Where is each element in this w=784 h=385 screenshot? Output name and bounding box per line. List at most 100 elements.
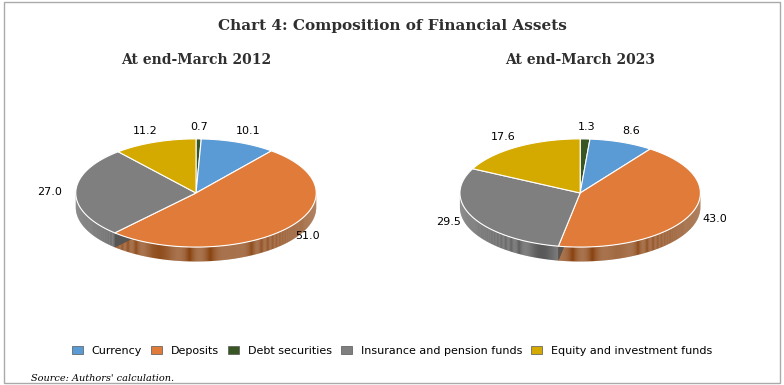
Polygon shape xyxy=(513,238,514,253)
Polygon shape xyxy=(528,242,529,256)
Polygon shape xyxy=(574,247,575,261)
Polygon shape xyxy=(537,243,538,258)
Polygon shape xyxy=(218,246,220,261)
Polygon shape xyxy=(610,245,611,260)
Polygon shape xyxy=(170,246,171,260)
Polygon shape xyxy=(122,236,123,250)
Polygon shape xyxy=(525,241,526,256)
Polygon shape xyxy=(114,193,196,247)
Polygon shape xyxy=(624,243,625,258)
Text: 0.7: 0.7 xyxy=(191,122,208,132)
Polygon shape xyxy=(588,247,589,261)
Text: 29.5: 29.5 xyxy=(437,218,461,228)
Polygon shape xyxy=(151,243,152,258)
Polygon shape xyxy=(188,247,189,261)
Polygon shape xyxy=(275,233,276,248)
Polygon shape xyxy=(247,242,249,256)
Polygon shape xyxy=(591,247,592,261)
Polygon shape xyxy=(259,239,260,254)
Polygon shape xyxy=(557,246,558,261)
Text: 11.2: 11.2 xyxy=(133,126,158,136)
Polygon shape xyxy=(611,245,612,260)
Polygon shape xyxy=(645,238,646,253)
Polygon shape xyxy=(179,246,180,261)
Polygon shape xyxy=(134,239,135,254)
Polygon shape xyxy=(630,242,631,256)
Polygon shape xyxy=(243,243,245,257)
Polygon shape xyxy=(659,233,660,248)
Polygon shape xyxy=(118,139,196,193)
Polygon shape xyxy=(550,245,551,260)
Polygon shape xyxy=(541,244,542,259)
Polygon shape xyxy=(504,235,505,250)
Polygon shape xyxy=(245,242,246,257)
Polygon shape xyxy=(636,241,637,255)
Polygon shape xyxy=(580,139,650,193)
Polygon shape xyxy=(155,244,156,258)
Polygon shape xyxy=(160,244,161,259)
Polygon shape xyxy=(646,238,647,253)
Polygon shape xyxy=(147,243,148,257)
Polygon shape xyxy=(590,247,591,261)
Polygon shape xyxy=(598,246,599,261)
Polygon shape xyxy=(157,244,158,259)
Polygon shape xyxy=(638,240,639,255)
Polygon shape xyxy=(580,247,582,261)
Polygon shape xyxy=(654,236,655,250)
Polygon shape xyxy=(635,241,636,256)
Polygon shape xyxy=(192,247,193,261)
Polygon shape xyxy=(164,245,165,260)
Polygon shape xyxy=(120,235,121,249)
Polygon shape xyxy=(148,243,149,257)
Polygon shape xyxy=(182,247,183,261)
Polygon shape xyxy=(629,242,630,257)
Polygon shape xyxy=(191,247,192,261)
Text: Chart 4: Composition of Financial Assets: Chart 4: Composition of Financial Assets xyxy=(218,19,566,33)
Polygon shape xyxy=(128,238,129,252)
Polygon shape xyxy=(132,239,133,254)
Polygon shape xyxy=(252,241,253,255)
Polygon shape xyxy=(195,247,196,261)
Polygon shape xyxy=(542,244,543,259)
Polygon shape xyxy=(643,239,644,254)
Polygon shape xyxy=(651,237,652,251)
Polygon shape xyxy=(538,244,539,258)
Polygon shape xyxy=(593,247,594,261)
Polygon shape xyxy=(124,236,125,251)
Polygon shape xyxy=(213,246,214,261)
Polygon shape xyxy=(220,246,221,260)
Polygon shape xyxy=(196,139,271,193)
Polygon shape xyxy=(271,235,272,249)
Polygon shape xyxy=(257,239,259,254)
Polygon shape xyxy=(207,247,208,261)
Text: 43.0: 43.0 xyxy=(702,214,728,224)
Polygon shape xyxy=(568,247,569,261)
Polygon shape xyxy=(621,244,622,258)
Polygon shape xyxy=(536,243,537,258)
Polygon shape xyxy=(539,244,540,258)
Polygon shape xyxy=(640,240,641,254)
Polygon shape xyxy=(521,240,522,255)
Polygon shape xyxy=(161,245,162,259)
Polygon shape xyxy=(267,236,268,251)
Polygon shape xyxy=(167,246,169,260)
Polygon shape xyxy=(633,241,634,256)
Polygon shape xyxy=(230,244,231,259)
Text: 1.3: 1.3 xyxy=(577,122,595,132)
Polygon shape xyxy=(116,234,117,248)
Polygon shape xyxy=(532,243,533,257)
Polygon shape xyxy=(607,246,608,260)
Polygon shape xyxy=(214,246,215,261)
Polygon shape xyxy=(617,244,618,259)
Polygon shape xyxy=(602,246,604,261)
Title: At end-March 2023: At end-March 2023 xyxy=(505,54,655,67)
Polygon shape xyxy=(549,245,550,260)
Polygon shape xyxy=(173,246,174,261)
Polygon shape xyxy=(156,244,157,259)
Polygon shape xyxy=(140,241,142,256)
Polygon shape xyxy=(270,235,271,250)
Polygon shape xyxy=(217,246,218,261)
Polygon shape xyxy=(594,247,595,261)
Polygon shape xyxy=(534,243,535,258)
Polygon shape xyxy=(604,246,605,260)
